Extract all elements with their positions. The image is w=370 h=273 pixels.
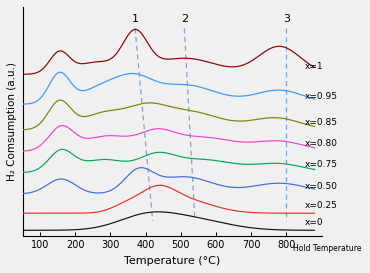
Text: x=0.95: x=0.95: [305, 92, 338, 101]
Text: x=0: x=0: [305, 218, 324, 227]
Text: Hold Temperature: Hold Temperature: [293, 244, 362, 253]
Text: 3: 3: [283, 14, 290, 24]
Text: 2: 2: [181, 14, 188, 24]
Text: x=0.80: x=0.80: [305, 139, 338, 148]
Text: x=0.25: x=0.25: [305, 201, 338, 210]
Text: 1: 1: [132, 14, 139, 24]
Text: x=0.85: x=0.85: [305, 118, 338, 127]
Text: x=0.50: x=0.50: [305, 182, 338, 191]
Text: x=0.75: x=0.75: [305, 160, 338, 169]
Y-axis label: H₂ Comsumption (a.u.): H₂ Comsumption (a.u.): [7, 62, 17, 181]
X-axis label: Temperature (°C): Temperature (°C): [124, 256, 220, 266]
Text: x=1: x=1: [305, 62, 324, 71]
